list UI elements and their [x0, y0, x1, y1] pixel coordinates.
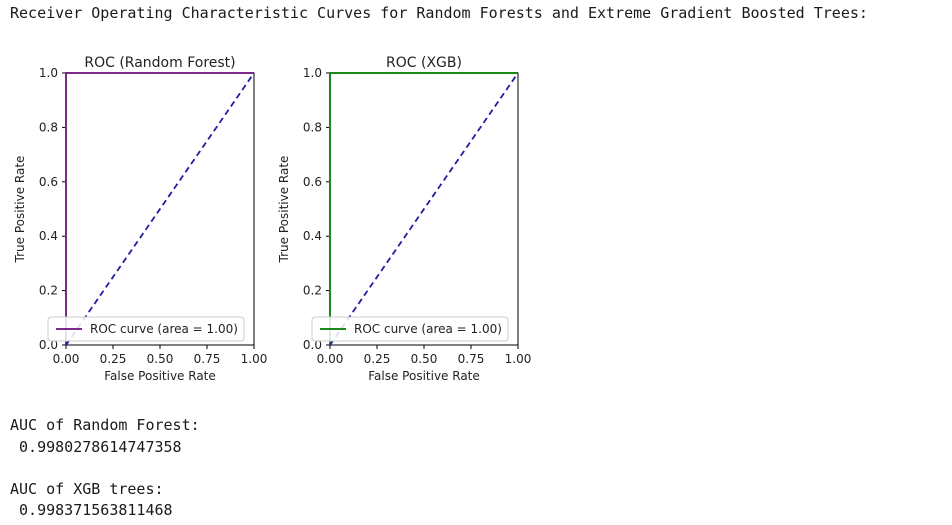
- rf-auc-value: 0.9980278614747358: [10, 438, 182, 456]
- x-tick-label: 0.75: [458, 352, 485, 366]
- legend-label: ROC curve (area = 1.00): [90, 322, 238, 336]
- output-heading: Receiver Operating Characteristic Curves…: [10, 4, 868, 22]
- chance-diagonal-line: [65, 72, 255, 346]
- legend-box: [47, 316, 245, 342]
- rf-auc-label: AUC of Random Forest:: [10, 416, 200, 434]
- roc-curve-line: [65, 72, 254, 345]
- chart-title: ROC (Random Forest): [84, 55, 235, 71]
- legend: ROC curve (area = 1.00): [311, 316, 509, 342]
- y-tick-label: 0.6: [39, 175, 58, 189]
- chart-title: ROC (XGB): [386, 55, 462, 71]
- x-tick-label: 1.00: [505, 352, 532, 366]
- y-tick-label: 0.4: [39, 229, 58, 243]
- x-tick-label: 0.50: [411, 352, 438, 366]
- legend-label: ROC curve (area = 1.00): [354, 322, 502, 336]
- chart-1: ROC (XGB)0.00 0.25 0.50 0.75 1.000.00.20.40.…: [277, 55, 531, 383]
- legend-box: [311, 316, 509, 342]
- roc-curve-line: [329, 72, 518, 345]
- legend: ROC curve (area = 1.00): [47, 316, 245, 342]
- x-tick-label: 0.25: [364, 352, 391, 366]
- x-tick-label: 0.50: [147, 352, 174, 366]
- y-tick-label: 1.0: [39, 66, 58, 80]
- chance-diagonal-line: [329, 72, 519, 346]
- x-tick-label: 0.75: [194, 352, 221, 366]
- chart-0: ROC (Random Forest) 0.00 0.25 0.50 0.75 1.00 0…: [13, 55, 267, 383]
- xgb-auc-label: AUC of XGB trees:: [10, 480, 164, 498]
- y-tick-label: 0.6: [303, 175, 322, 189]
- y-axis-label: True Positive Rate: [13, 156, 27, 264]
- x-tick-label: 0.00: [317, 352, 344, 366]
- x-axis-label: False Positive Rate: [368, 369, 480, 383]
- y-tick-label: 0.2: [39, 284, 58, 298]
- y-tick-label: 1.0: [303, 66, 322, 80]
- x-tick-label: 0.25: [100, 352, 127, 366]
- roc-charts: ROC (Random Forest) 0.00 0.25 0.50 0.75 1.00 0…: [13, 55, 531, 383]
- y-axis-label: True Positive Rate: [277, 156, 291, 264]
- x-tick-label: 0.00: [53, 352, 80, 366]
- y-tick-label: 0.8: [303, 120, 322, 134]
- x-axis-label: False Positive Rate: [104, 369, 216, 383]
- x-tick-label: 1.00: [241, 352, 268, 366]
- xgb-auc-value: 0.998371563811468: [10, 501, 173, 519]
- y-tick-label: 0.2: [303, 284, 322, 298]
- y-tick-label: 0.8: [39, 120, 58, 134]
- y-tick-label: 0.4: [303, 229, 322, 243]
